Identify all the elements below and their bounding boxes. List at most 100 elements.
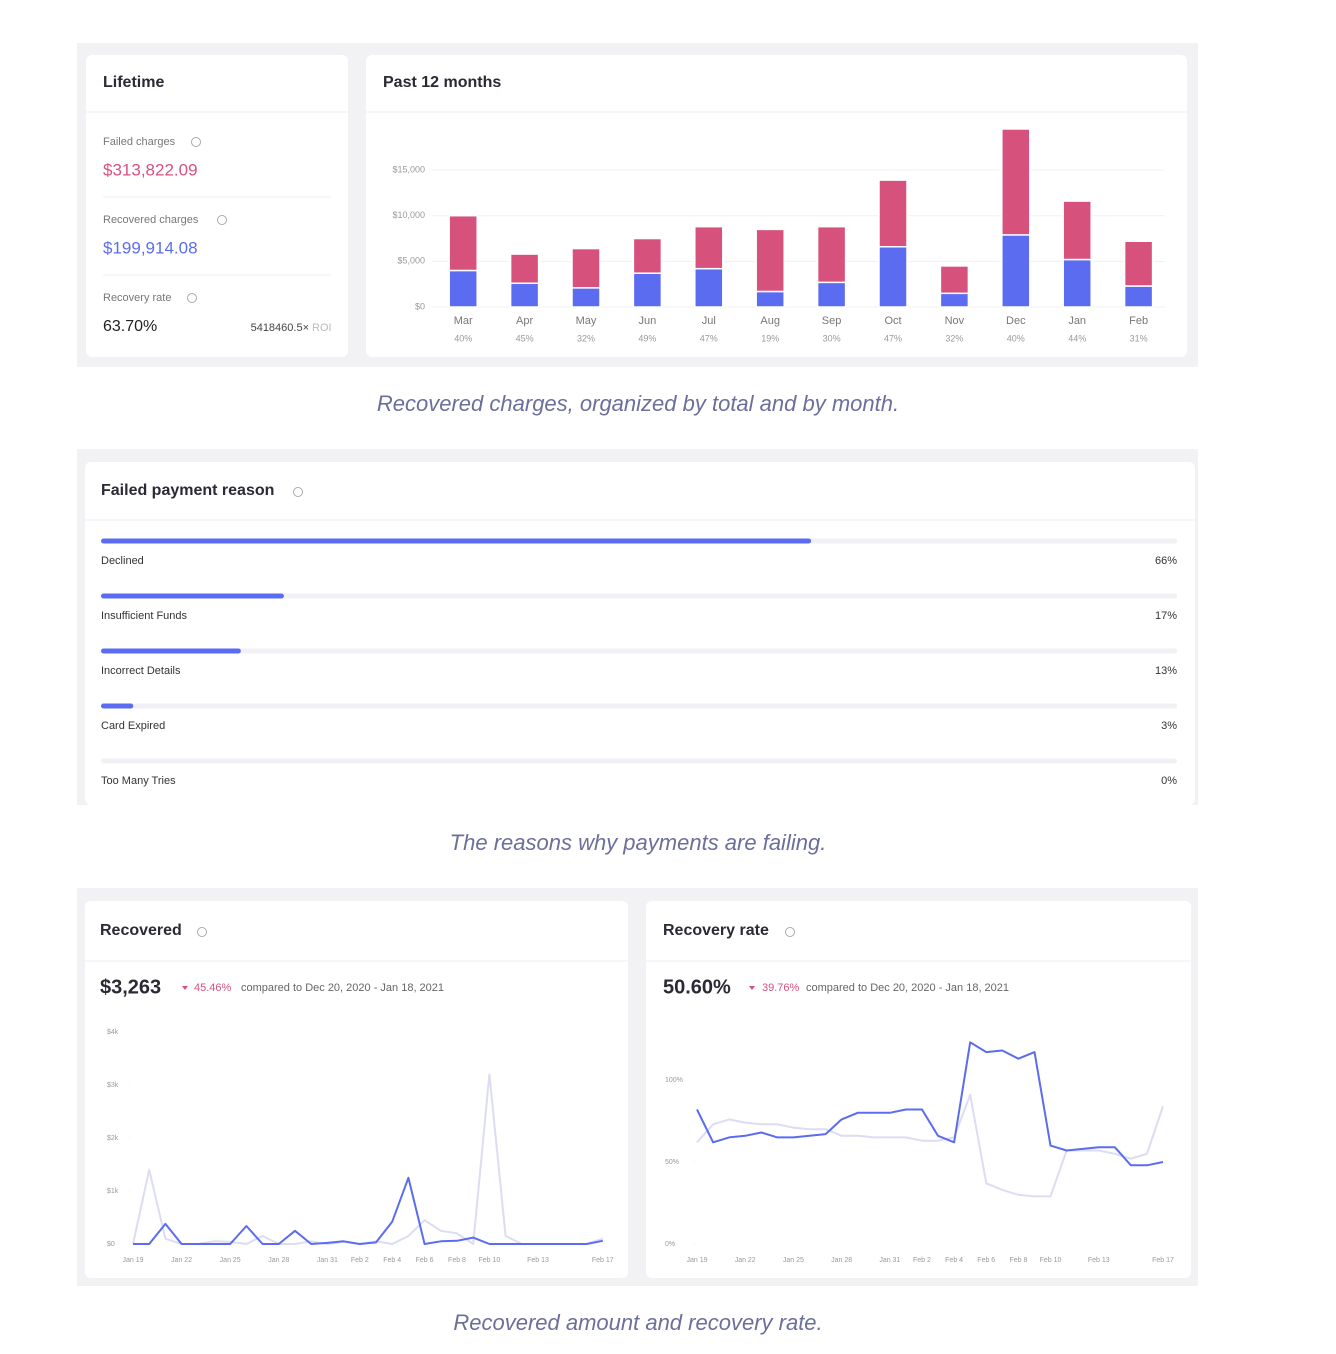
x-tick-label: Jan [1068, 315, 1086, 327]
caption: Recovered charges, organized by total an… [377, 391, 899, 416]
bar-segment [632, 237, 663, 274]
bar [101, 593, 284, 599]
x-tick-label: Aug [760, 315, 780, 327]
rate-label: 31% [1130, 333, 1148, 343]
x-tick-label: Oct [884, 315, 901, 327]
rate-label: 44% [1068, 333, 1086, 343]
x-tick-label: Jan 28 [268, 1257, 289, 1264]
info-icon[interactable] [187, 293, 197, 303]
line [133, 1176, 603, 1245]
bar-segment [571, 287, 601, 308]
x-tick-label: Feb 2 [351, 1257, 369, 1264]
y-tick-label: 0% [665, 1241, 675, 1248]
bar-segment [448, 269, 478, 308]
x-tick-label: Jan 31 [317, 1257, 338, 1264]
x-tick-label: Feb 4 [383, 1257, 401, 1264]
x-tick-label: Jul [702, 315, 716, 327]
stat-label: Recovered charges [103, 214, 199, 226]
x-tick-label: Apr [516, 315, 533, 327]
bar-segment [878, 179, 908, 248]
bar-segment [1001, 128, 1031, 236]
y-tick-label: 100% [665, 1077, 683, 1084]
card [85, 901, 628, 1278]
x-tick-label: Jan 22 [735, 1257, 756, 1264]
x-tick-label: Feb 17 [1152, 1257, 1174, 1264]
value-label: 17% [1155, 610, 1177, 622]
rate-label: 47% [884, 333, 902, 343]
rate-label: 40% [1007, 333, 1025, 343]
info-icon[interactable] [191, 137, 201, 147]
category-label: Too Many Tries [101, 775, 176, 787]
y-tick-label: $4k [107, 1029, 119, 1036]
bar-segment [694, 267, 724, 308]
track [101, 703, 1177, 709]
value-label: 13% [1155, 665, 1177, 677]
bar-segment [878, 245, 908, 308]
info-icon[interactable] [785, 927, 795, 937]
x-tick-label: Feb 2 [913, 1257, 931, 1264]
track [101, 758, 1177, 764]
card-title: Past 12 months [383, 74, 501, 91]
info-icon[interactable] [197, 927, 207, 937]
line [696, 1093, 1164, 1198]
x-tick-label: Feb 13 [527, 1257, 549, 1264]
roi-value: 5418460.5× [251, 322, 309, 334]
bar-segment [1123, 285, 1154, 308]
card [646, 901, 1191, 1278]
rate-label: 40% [454, 333, 472, 343]
y-tick-label: $3k [107, 1082, 119, 1089]
card [86, 55, 348, 357]
change: 39.76% [762, 982, 800, 994]
x-tick-label: Feb 17 [592, 1257, 614, 1264]
y-tick-label: $15,000 [392, 164, 425, 174]
x-tick-label: Jan 19 [122, 1257, 143, 1264]
bar-segment [1062, 258, 1092, 308]
x-tick-label: Jan 28 [831, 1257, 852, 1264]
bar-segment [1001, 234, 1031, 308]
rate-label: 19% [761, 333, 779, 343]
y-tick-label: $5,000 [397, 256, 425, 266]
caption: The reasons why payments are failing. [450, 830, 827, 855]
info-icon[interactable] [217, 215, 227, 225]
y-tick-label: 50% [665, 1159, 679, 1166]
comparison: compared to Dec 20, 2020 - Jan 18, 2021 [806, 982, 1009, 994]
stat-label: Failed charges [103, 136, 176, 148]
rate-label: 47% [700, 333, 718, 343]
x-tick-label: Jan 25 [783, 1257, 804, 1264]
x-tick-label: Feb 13 [1088, 1257, 1110, 1264]
down-arrow [182, 986, 188, 990]
headline: 50.60% [663, 976, 731, 998]
info-icon[interactable] [293, 487, 303, 497]
stat-value: 63.70% [103, 318, 157, 335]
rate-label: 30% [823, 333, 841, 343]
bar-segment [755, 290, 785, 308]
y-tick-label: $10,000 [392, 210, 425, 220]
x-tick-label: Feb 10 [1040, 1257, 1062, 1264]
x-tick-label: Mar [454, 315, 473, 327]
comparison: compared to Dec 20, 2020 - Jan 18, 2021 [241, 982, 444, 994]
track [101, 648, 1177, 654]
rate-label: 45% [516, 333, 534, 343]
bar-segment [939, 292, 970, 308]
x-tick-label: Jan 22 [171, 1257, 192, 1264]
x-tick-label: Feb [1129, 315, 1148, 327]
x-tick-label: May [576, 315, 597, 327]
bar-segment [632, 272, 663, 308]
x-tick-label: Feb 6 [977, 1257, 995, 1264]
value-label: 3% [1161, 720, 1177, 732]
bar [101, 538, 812, 544]
bar-segment [1062, 200, 1092, 261]
rate-label: 49% [638, 333, 656, 343]
line [696, 1041, 1164, 1167]
value-label: 0% [1161, 775, 1177, 787]
y-tick-label: $0 [415, 301, 425, 311]
caption: Recovered amount and recovery rate. [453, 1310, 822, 1335]
bar-segment [509, 282, 540, 308]
bar-segment [509, 253, 540, 285]
track [101, 593, 1177, 599]
down-arrow [749, 986, 755, 990]
bar-segment [694, 225, 724, 270]
x-tick-label: Feb 8 [448, 1257, 466, 1264]
category-label: Incorrect Details [101, 665, 181, 677]
